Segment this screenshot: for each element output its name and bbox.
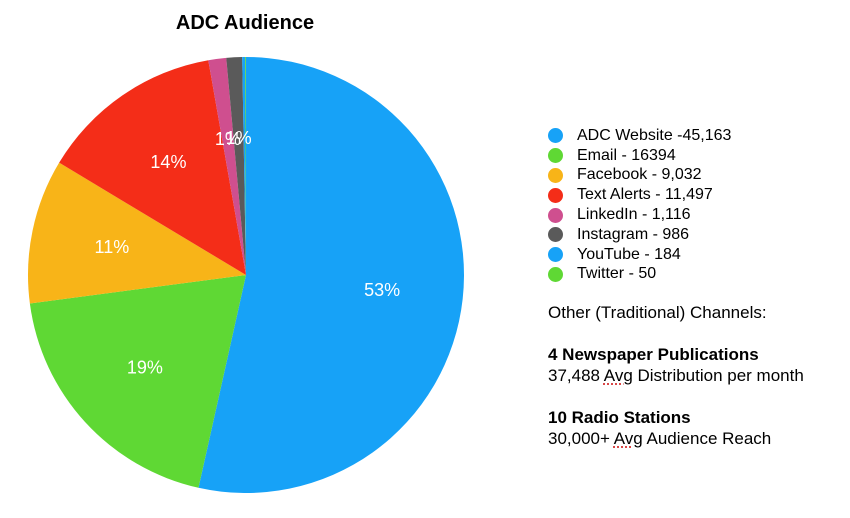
chart-title: ADC Audience [175, 12, 315, 34]
legend-item: Twitter - 50 [548, 265, 731, 285]
legend-item: ADC Website -45,163 [548, 126, 731, 146]
publication-detail: 37,488 Avg Distribution per month [548, 365, 804, 386]
slice-percent-label: 14% [150, 152, 186, 172]
legend-item: Instagram - 986 [548, 225, 731, 245]
publication-detail-pre: 37,488 [548, 366, 604, 385]
legend-swatch [548, 266, 563, 282]
slice-percent-label: 53% [364, 280, 400, 300]
pie-chart: 53% 19% 11% 14% 1%1% [28, 56, 465, 494]
legend-item: Text Alerts - 11,497 [548, 185, 731, 205]
legend-label: LinkedIn - 1,116 [577, 206, 691, 224]
legend-swatch [548, 227, 563, 243]
traditional-channels-notes: Other (Traditional) Channels: 4 Newspape… [548, 302, 804, 470]
legend: ADC Website -45,163 Email - 16394 Facebook… [548, 126, 731, 284]
publication-detail-flag: Avg [603, 366, 633, 385]
legend-swatch [548, 247, 563, 263]
publication-title: 10 Radio Stations [548, 408, 691, 427]
pie-slice-youtube [242, 57, 246, 275]
legend-swatch [548, 207, 563, 223]
pie-slice-text-alerts [59, 60, 246, 276]
publication-block-radio: 10 Radio Stations 30,000+ Avg Audience R… [548, 407, 804, 449]
publication-detail-pre: 30,000+ [548, 429, 614, 448]
legend-item: YouTube - 184 [548, 245, 731, 265]
publication-detail: 30,000+ Avg Audience Reach [548, 428, 804, 449]
legend-item: Email - 16394 [548, 146, 731, 166]
legend-swatch [548, 148, 563, 164]
pie-slice-linkedin [208, 57, 246, 275]
legend-label: Facebook - 9,032 [577, 166, 702, 184]
legend-label: Text Alerts - 11,497 [577, 186, 713, 204]
legend-label: YouTube - 184 [577, 245, 681, 263]
legend-swatch [548, 128, 563, 144]
slice-percent-label: 19% [127, 357, 163, 377]
pie-slice-adc-website [198, 56, 465, 494]
publication-title: 4 Newspaper Publications [548, 345, 759, 364]
publication-detail-post: Distribution per month [632, 366, 804, 385]
legend-swatch [548, 187, 563, 203]
pie-slice-instagram [226, 57, 246, 276]
slice-percent-label: 11% [95, 237, 130, 257]
publication-detail-flag: Avg [613, 429, 643, 448]
legend-label: ADC Website -45,163 [577, 126, 732, 144]
legend-swatch [548, 167, 563, 183]
pie-slice-facebook [28, 162, 247, 304]
publication-detail-post: Audience Reach [642, 429, 772, 448]
publication-block-newspapers: 4 Newspaper Publications 37,488 Avg Dist… [548, 344, 804, 386]
pie-slice-email [29, 275, 247, 488]
legend-label: Email - 16394 [577, 146, 676, 164]
pie-percent-labels: 53% 19% 11% 14% 1%1% [95, 128, 401, 377]
slice-percent-label: 1% [226, 128, 252, 148]
legend-item: LinkedIn - 1,116 [548, 205, 731, 225]
legend-item: Facebook - 9,032 [548, 166, 731, 186]
pie-slice-twitter [245, 57, 246, 275]
pie-slices [28, 56, 465, 494]
notes-heading: Other (Traditional) Channels: [548, 303, 767, 322]
legend-label: Twitter - 50 [577, 265, 657, 283]
slice-percent-label: 1% [215, 129, 241, 149]
legend-label: Instagram - 986 [577, 225, 690, 243]
